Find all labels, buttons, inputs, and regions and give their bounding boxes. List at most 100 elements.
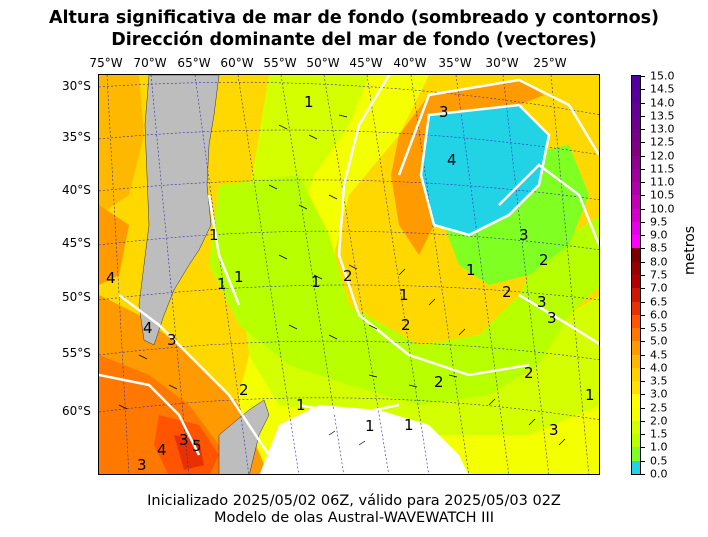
colorbar-segment <box>632 394 640 408</box>
colorbar-tick-label: 1.5 <box>650 427 668 441</box>
colorbar-segment <box>632 195 640 209</box>
contour-label: 2 <box>524 364 534 382</box>
colorbar-tick-label: 8.0 <box>650 255 668 269</box>
colorbar-tick-mark <box>641 275 645 276</box>
colorbar-tick-mark <box>641 460 645 462</box>
colorbar-tick-label: 15.0 <box>650 69 675 83</box>
colorbar-tick-mark <box>641 474 645 475</box>
contour-label: 4 <box>447 151 457 169</box>
contour-label: 1 <box>404 416 414 434</box>
colorbar-tick-mark <box>641 354 645 356</box>
colorbar-tick-mark <box>641 261 645 263</box>
lon-label: 30°W <box>485 56 519 70</box>
colorbar-tick-label: 2.0 <box>650 414 668 428</box>
colorbar-tick-mark <box>641 129 645 131</box>
lon-label: 45°W <box>349 56 383 70</box>
contour-label: 1 <box>217 275 227 293</box>
colorbar-tick-mark <box>641 407 645 409</box>
colorbar-tick-mark <box>641 155 645 157</box>
colorbar-tick-mark <box>641 102 645 104</box>
colorbar-tick-label: 5.0 <box>650 334 668 348</box>
contour-label: 1 <box>399 286 409 304</box>
colorbar-tick-label: 0.0 <box>650 467 668 481</box>
colorbar-tick-mark <box>641 381 645 383</box>
colorbar-segment <box>632 89 640 103</box>
contour-label: 5 <box>192 437 202 455</box>
colorbar-tick-mark <box>641 142 645 144</box>
colorbar-segment <box>632 248 640 262</box>
colorbar-segment <box>632 460 640 474</box>
colorbar-tick-mark <box>641 301 645 303</box>
colorbar-tick-mark <box>641 208 645 210</box>
contour-label: 3 <box>519 226 529 244</box>
contour-label: 3 <box>137 456 147 474</box>
colorbar-tick-label: 13.5 <box>650 109 675 123</box>
colorbar-tick-mark <box>641 288 645 290</box>
colorbar-tick-label: 14.5 <box>650 82 675 96</box>
colorbar-tick-label: 3.0 <box>650 387 668 401</box>
colorbar-segment <box>632 434 640 448</box>
colorbar-segment <box>632 102 640 116</box>
colorbar-tick-label: 10.5 <box>650 188 675 202</box>
lat-label: 40°S <box>62 183 91 197</box>
colorbar-tick-label: 8.5 <box>650 241 668 255</box>
colorbar-tick-mark <box>641 314 645 316</box>
lat-label: 30°S <box>62 79 91 93</box>
colorbar-segment <box>632 235 640 249</box>
colorbar-tick-label: 9.0 <box>650 228 668 242</box>
colorbar-segment <box>632 314 640 329</box>
colorbar-tick-mark <box>641 341 645 343</box>
lon-label: 70°W <box>133 56 167 70</box>
colorbar-tick-label: 7.5 <box>650 268 668 282</box>
colorbar-segment <box>632 301 640 315</box>
colorbar-segment <box>632 328 640 342</box>
colorbar-segment <box>632 76 640 90</box>
contour-label: 3 <box>547 309 557 327</box>
colorbar-tick-mark <box>641 420 645 422</box>
colorbar-tick-mark <box>641 115 645 117</box>
contour-label: 1 <box>365 417 375 435</box>
lon-label: 75°W <box>89 56 123 70</box>
lat-label: 50°S <box>62 290 91 304</box>
contour-label: 2 <box>502 283 512 301</box>
chart-title-line1: Altura significativa de mar de fondo (so… <box>48 8 660 28</box>
colorbar-tick-mark <box>641 235 645 237</box>
contour-label: 1 <box>585 386 595 404</box>
colorbar-tick-label: 13.0 <box>650 122 675 136</box>
colorbar-tick-label: 10.0 <box>650 202 675 216</box>
colorbar-tick-label: 12.5 <box>650 135 675 149</box>
colorbar-tick-label: 6.0 <box>650 308 668 322</box>
colorbar-segment <box>632 115 640 130</box>
contour-label: 1 <box>209 226 219 244</box>
colorbar-segment <box>632 341 640 355</box>
colorbar-tick-mark <box>641 182 645 184</box>
colorbar-tick-mark <box>641 367 645 369</box>
colorbar-tick-label: 3.5 <box>650 374 668 388</box>
map-canvas: 1 1 1 1 1 1 1 1 1 1 1 2 2 2 2 2 2 2 3 3 … <box>99 75 599 474</box>
colorbar-tick-label: 1.0 <box>650 440 668 454</box>
contour-label: 3 <box>179 431 189 449</box>
contour-label: 2 <box>539 251 549 269</box>
lat-label: 55°S <box>62 346 91 360</box>
wave-height-map[interactable]: 1 1 1 1 1 1 1 1 1 1 1 2 2 2 2 2 2 2 3 3 … <box>98 74 600 475</box>
colorbar-tick-label: 4.5 <box>650 348 668 362</box>
colorbar-label: metros <box>682 225 698 275</box>
colorbar-tick-mark <box>641 221 645 223</box>
contour-label: 4 <box>143 319 153 337</box>
contour-label: 1 <box>234 268 244 286</box>
colorbar-tick-label: 6.5 <box>650 295 668 309</box>
colorbar-tick-mark <box>641 248 645 250</box>
contour-label: 1 <box>304 93 314 111</box>
colorbar-tick-label: 12.0 <box>650 149 675 163</box>
lon-label: 60°W <box>220 56 254 70</box>
colorbar-tick-label: 7.0 <box>650 281 668 295</box>
contour-label: 2 <box>239 381 249 399</box>
colorbar-tick-label: 0.5 <box>650 454 668 468</box>
contour-label: 4 <box>157 441 167 459</box>
colorbar-segment <box>632 261 640 275</box>
colorbar-segment <box>632 221 640 236</box>
colorbar-tick-mark <box>641 89 645 91</box>
contour-label: 1 <box>311 273 321 291</box>
contour-label: 4 <box>106 269 116 287</box>
colorbar-tick-label: 5.5 <box>650 321 668 335</box>
